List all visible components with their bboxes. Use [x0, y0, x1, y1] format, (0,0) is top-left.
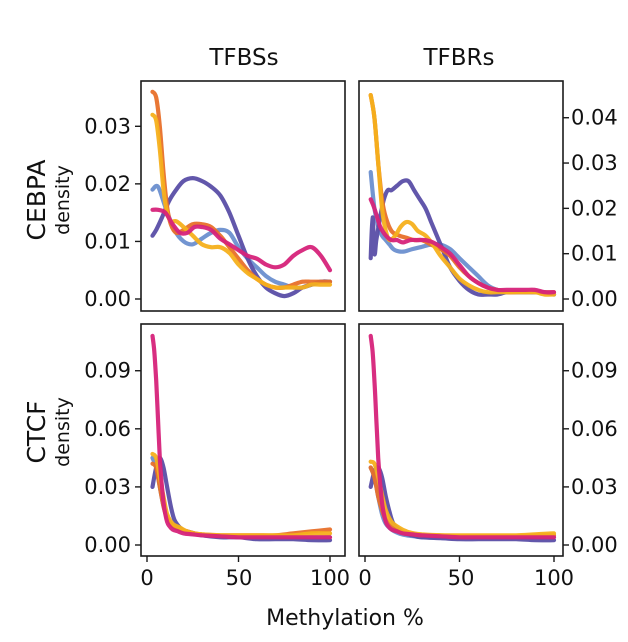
y-tick-label-ctcf-tfbrs-1: 0.03 — [571, 475, 618, 499]
y-tick-label-cebpa-tfbss-3: 0.03 — [84, 114, 131, 138]
row-title-group-cebpa: CEBPA — [22, 160, 51, 241]
y-tick-label-cebpa-tfbrs-0: 0.00 — [571, 287, 618, 311]
y-tick-label-cebpa-tfbss-0: 0.00 — [84, 287, 131, 311]
panel-ctcf-tfbrs: 0.00 0.03 0.06 0.09 — [358, 323, 618, 562]
column-label-tfbss: TFBSs — [208, 45, 278, 71]
y-tick-label-ctcf-tfbss-3: 0.09 — [84, 359, 131, 383]
x-tick-label-left-0: 0 — [140, 566, 153, 590]
density-line-ctcf-tfbss-magenta — [150, 333, 333, 540]
x-tick-label-right-0: 0 — [358, 566, 371, 590]
curves-ctcf-tfbss — [150, 333, 333, 543]
row-subtitle-group-cebpa: density — [52, 165, 74, 235]
density-line-cebpa-tfbss-magenta — [150, 207, 333, 273]
density-line-cebpa-tfbrs-yellow — [368, 93, 557, 297]
panel-frame-cebpa-tfbss — [140, 80, 346, 312]
row-title-group-ctcf: CTCF — [22, 400, 51, 463]
curves-cebpa-tfbrs — [368, 93, 557, 297]
x-tick-label-left-100: 100 — [310, 566, 350, 590]
panel-frame-cebpa-tfbrs — [358, 80, 564, 312]
y-tick-label-cebpa-tfbss-1: 0.01 — [84, 229, 131, 253]
y-tick-label-cebpa-tfbrs-4: 0.04 — [571, 106, 618, 130]
curves-ctcf-tfbrs — [368, 333, 557, 543]
panels-layer: 0.000.010.020.030.000.010.020.030.040.00… — [84, 80, 618, 562]
x-tick-label-right-100: 100 — [534, 566, 574, 590]
x-tick-label-right-50: 50 — [448, 566, 475, 590]
panel-cebpa-tfbss: 0.00 0.01 0.02 0.03 — [84, 80, 346, 312]
row-subtitle-cebpa: density — [52, 165, 74, 235]
y-tick-label-ctcf-tfbss-0: 0.00 — [84, 533, 131, 557]
panel-ctcf-tfbss: 0.00 0.03 0.06 0.09 — [84, 323, 346, 562]
x-axis-title: Methylation % — [266, 606, 424, 631]
y-tick-label-cebpa-tfbrs-2: 0.02 — [571, 196, 618, 220]
density-line-cebpa-tfbss-purple — [150, 176, 333, 299]
row-title-cebpa: CEBPA — [22, 160, 51, 241]
row-subtitle-group-ctcf: density — [52, 397, 74, 467]
y-tick-label-ctcf-tfbrs-2: 0.06 — [571, 417, 618, 441]
curves-cebpa-tfbss — [150, 89, 333, 299]
row-title-ctcf: CTCF — [22, 400, 51, 463]
density-line-ctcf-tfbrs-magenta — [368, 333, 557, 540]
panel-cebpa-tfbrs: 0.00 0.01 0.02 0.03 0.04 — [358, 80, 618, 312]
y-tick-label-cebpa-tfbrs-3: 0.03 — [571, 151, 618, 175]
column-label-tfbrs: TFBRs — [422, 45, 494, 71]
density-line-cebpa-tfbrs-magenta — [368, 197, 557, 295]
y-tick-label-ctcf-tfbss-2: 0.06 — [84, 417, 131, 441]
row-subtitle-ctcf: density — [52, 397, 74, 467]
y-tick-label-ctcf-tfbrs-0: 0.00 — [571, 533, 618, 557]
x-tick-label-left-50: 50 — [226, 566, 253, 590]
y-tick-label-ctcf-tfbrs-3: 0.09 — [571, 359, 618, 383]
y-tick-label-cebpa-tfbss-2: 0.02 — [84, 172, 131, 196]
y-tick-label-cebpa-tfbrs-1: 0.01 — [571, 242, 618, 266]
y-tick-label-ctcf-tfbss-1: 0.03 — [84, 475, 131, 499]
